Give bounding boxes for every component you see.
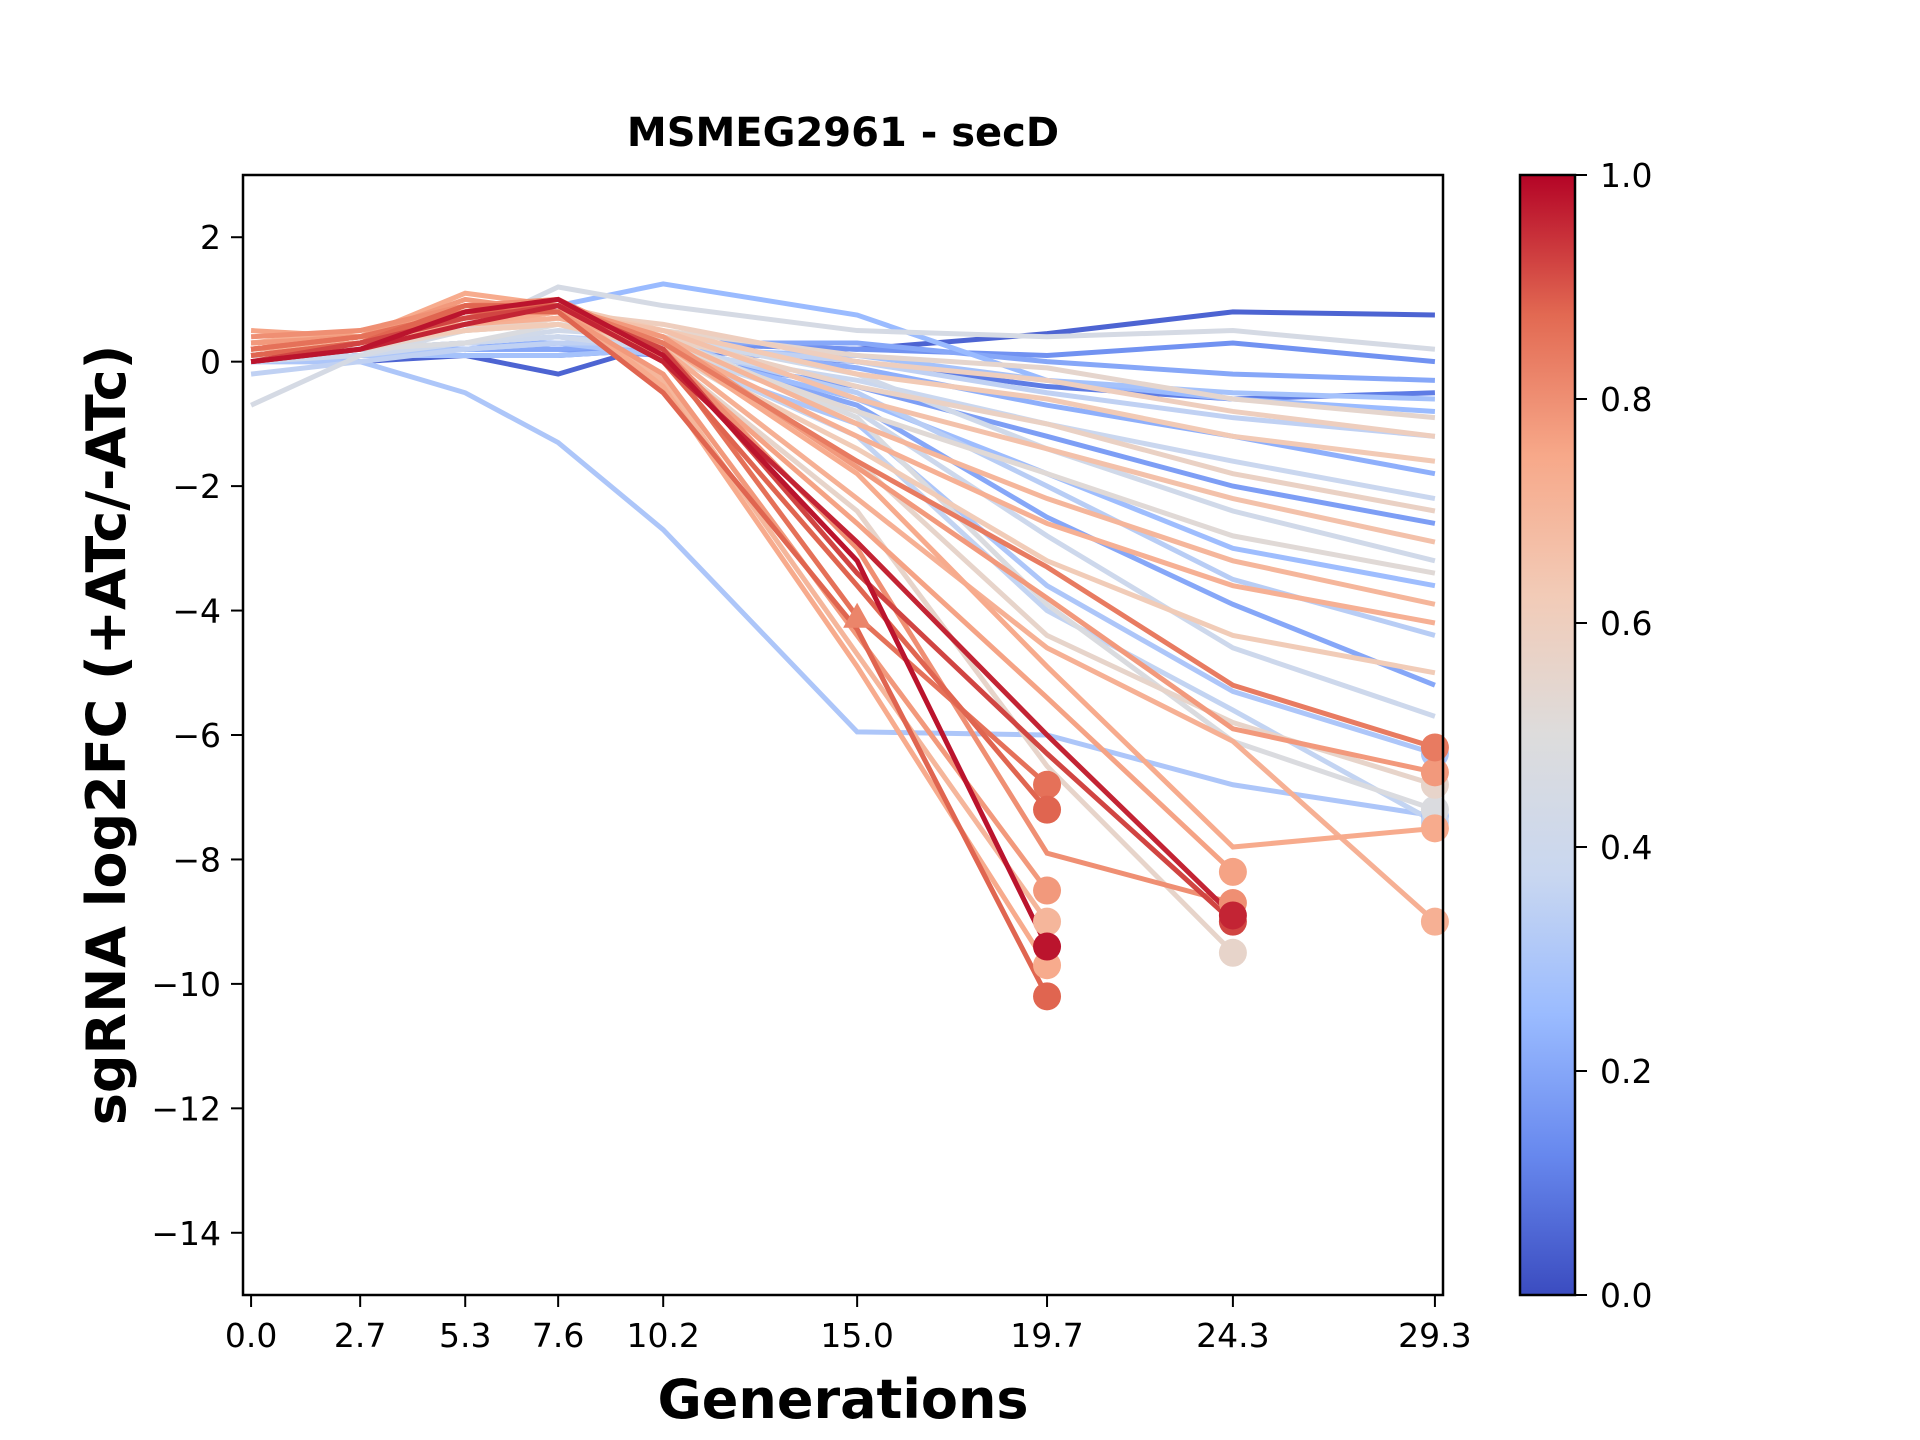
terminal-point-sgRNA-43 [1033,932,1062,961]
y-tick-label: 2 [200,218,221,257]
terminal-point-sgRNA-35 [1218,857,1247,886]
series-line-sgRNA-43 [250,296,1050,948]
colorbar-tick-label: 0.6 [1600,604,1652,643]
y-tick-label: −2 [172,467,221,506]
y-tick-label: 0 [200,343,221,382]
terminal-point-sgRNA-34 [1420,907,1449,936]
colorbar-tick-label: 0.4 [1600,828,1652,867]
y-tick-label: −10 [151,965,221,1004]
x-tick-label: 15.0 [820,1316,893,1355]
x-tick-label: 10.2 [626,1316,699,1355]
terminal-point-sgRNA-33 [1420,733,1449,762]
y-tick-label: −8 [172,840,221,879]
x-tick-label: 7.6 [532,1316,584,1355]
series-line-sgRNA-41 [250,296,1050,893]
colorbar-tick-label: 1.0 [1600,156,1652,195]
colorbar-frame [1518,173,1577,1297]
y-tick-label: −6 [172,716,221,755]
chart-title: MSMEG2961 - secD [627,110,1059,156]
series-line-sgRNA-45 [250,309,1050,998]
terminal-point-sgRNA-45 [1033,982,1062,1011]
x-tick-label: 29.3 [1398,1316,1471,1355]
x-tick-label: 0.0 [225,1316,277,1355]
colorbar-ticks: 0.0 0.2 0.4 0.6 0.8 1.0 [1575,156,1652,1315]
terminal-point-sgRNA-41 [1033,876,1062,905]
y-tick-label: −14 [151,1214,221,1253]
y-axis: 2 0 −2 −4 −6 −8 −10 −12 −14 [151,218,243,1253]
colorbar-tick-label: 0.0 [1600,1276,1652,1315]
x-axis-label: Generations [657,1368,1028,1431]
y-tick-label: −4 [172,592,221,631]
x-tick-label: 24.3 [1196,1316,1269,1355]
terminal-point-sgRNA-32 [1420,758,1449,787]
x-tick-label: 5.3 [439,1316,491,1355]
y-axis-label: sgRNA log2FC (+ATc/-ATc) [75,345,138,1126]
series-line-sgRNA-02 [251,359,1436,819]
terminal-point-sgRNA-31 [1420,814,1449,843]
colorbar-tick-label: 0.8 [1600,380,1652,419]
y-tick-label: −12 [151,1089,221,1128]
terminal-point-sgRNA-40 [1033,795,1062,824]
x-tick-label: 19.7 [1010,1316,1083,1355]
terminal-point-sgRNA-38 [1218,938,1247,967]
terminal-point-sgRNA-42 [1033,907,1062,936]
x-axis: 0.0 2.7 5.3 7.6 10.2 15.0 19.7 24.3 29.3 [225,1295,1472,1355]
series-layer [250,281,1437,998]
colorbar: 0.0 0.2 0.4 0.6 0.8 1.0 [1518,156,1652,1315]
x-tick-label: 2.7 [334,1316,386,1355]
terminal-point-sgRNA-39 [1033,770,1062,799]
terminal-point-sgRNA-46 [1218,901,1247,930]
colorbar-gradient [1520,175,1575,1295]
triangle-marker [843,602,872,628]
colorbar-tick-label: 0.2 [1600,1052,1652,1091]
